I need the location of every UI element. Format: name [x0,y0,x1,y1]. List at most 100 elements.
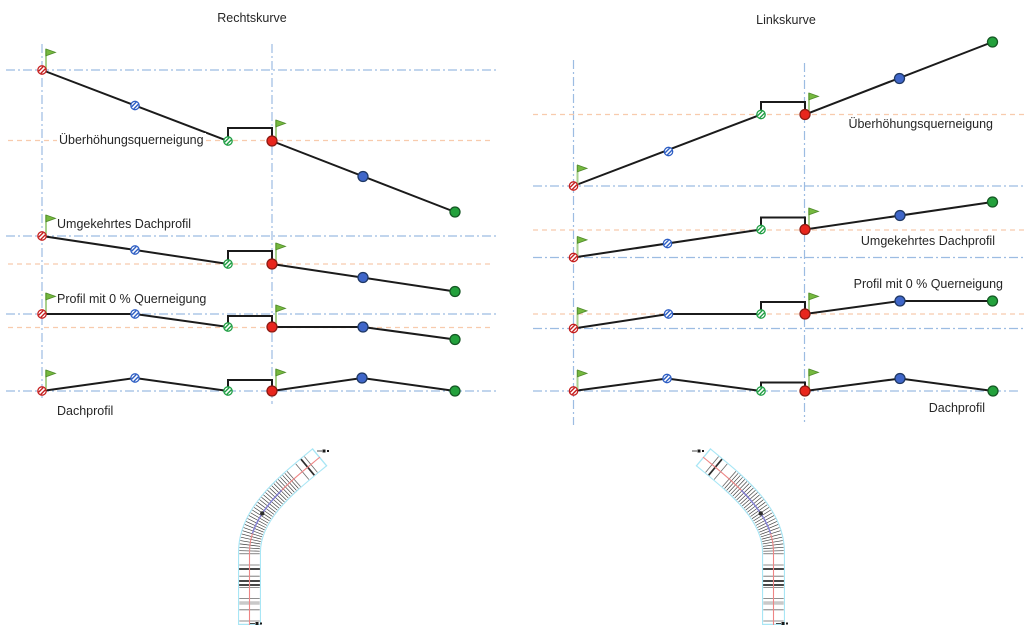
station-flag-icon [45,214,57,235]
marker-solid-g [449,385,461,397]
marker-hatched-r [568,181,579,191]
marker-hatched-b [130,373,140,383]
station-flag-icon [275,119,287,140]
marker-hatched-g [756,386,766,396]
label-left-ueberhoehungsquerneigung: Überhöhungsquerneigung [57,133,206,147]
marker-hatched-r [37,231,47,241]
marker-solid-b [357,170,369,183]
label-left-umgekehrtes-dachprofil: Umgekehrtes Dachprofil [57,217,192,231]
marker-solid-r [799,308,811,320]
marker-hatched-g [756,109,766,120]
marker-solid-r [799,385,811,397]
cross-slope-profile-line [41,376,456,393]
station-flag-icon [576,235,589,257]
marker-solid-r [266,258,278,270]
marker-solid-b [894,295,906,307]
marker-solid-g [986,295,999,307]
label-right-dachprofil: Dachprofil [928,401,985,415]
station-flag-icon [275,368,287,389]
marker-hatched-r [568,252,579,263]
title-linkskurve: Linkskurve [756,13,816,27]
profile-row [533,292,1024,334]
station-flag-icon [576,306,589,328]
label-right-profil-0-querneigung: Profil mit 0 % Querneigung [853,277,1003,291]
station-flag-icon [808,92,820,113]
profile-row [533,196,1024,263]
station-end-glyph [692,449,704,453]
marker-hatched-g [756,309,766,319]
marker-hatched-b [662,373,672,384]
cross-slope-profile-line [41,235,456,293]
marker-solid-r [799,223,811,236]
profile-row [533,368,1020,397]
marker-hatched-r [37,386,47,396]
label-left-profil-0-querneigung: Profil mit 0 % Querneigung [57,292,207,306]
marker-solid-g [986,36,999,48]
station-point-mark [758,511,763,516]
marker-hatched-r [37,65,47,75]
marker-solid-b [893,72,906,85]
marker-hatched-r [568,386,579,396]
marker-hatched-b [130,245,140,255]
marker-solid-b [356,372,368,384]
marker-solid-g [449,333,461,346]
station-flag-icon [45,48,57,69]
station-flag-icon [808,368,820,389]
title-rechtskurve: Rechtskurve [217,11,287,25]
profile-row [533,36,1024,191]
marker-solid-r [266,321,278,333]
marker-solid-b [894,209,906,222]
station-flag-icon [45,369,57,390]
station-flag-icon [576,369,589,390]
marker-solid-g [987,385,999,397]
marker-hatched-b [662,238,673,249]
panel-rechtskurve [6,44,498,404]
marker-hatched-g [223,259,233,269]
marker-solid-b [357,271,369,284]
marker-hatched-b [130,309,140,319]
marker-solid-r [266,385,278,397]
road-plan-linkskurve [692,448,788,626]
station-end-glyph [250,622,262,625]
station-flag-icon [275,242,287,263]
cross-slope-profile-line [42,313,456,341]
road-axis-blue-segment [702,456,775,625]
marker-solid-b [357,321,369,333]
cross-slope-profile-line [573,300,993,330]
station-end-glyph [317,449,329,453]
profile-row [6,368,498,397]
station-flag-icon [576,164,589,185]
road-axis-blue-segment [248,456,321,625]
label-right-umgekehrtes-dachprofil: Umgekehrtes Dachprofil [860,234,995,248]
label-left-dachprofil: Dachprofil [57,404,114,418]
profile-row [6,292,498,346]
marker-hatched-g [223,322,233,332]
marker-solid-r [799,108,811,121]
cross-slope-profile-line [573,201,993,259]
marker-hatched-r [568,323,579,334]
station-flag-icon [45,292,57,313]
marker-hatched-g [756,224,766,235]
marker-hatched-b [130,100,140,111]
station-flag-icon [275,304,287,325]
station-point-mark [260,511,265,516]
marker-hatched-b [663,146,674,157]
cross-slope-profile-line [573,377,994,393]
marker-hatched-b [663,309,674,319]
station-end-glyph [776,622,788,625]
marker-solid-g [449,206,461,218]
marker-hatched-g [223,136,233,146]
station-flag-icon [808,292,820,313]
cross-slope-profile-line [573,41,993,187]
marker-solid-r [266,135,278,147]
profile-row [6,214,498,298]
marker-solid-g [986,196,999,208]
station-flag-icon [808,207,820,228]
cross-slope-profile-line [41,69,456,213]
panel-linkskurve [533,36,1024,425]
marker-hatched-g [223,386,233,396]
label-right-ueberhoehungsquerneigung: Überhöhungsquerneigung [848,117,993,131]
marker-solid-b [894,372,906,385]
